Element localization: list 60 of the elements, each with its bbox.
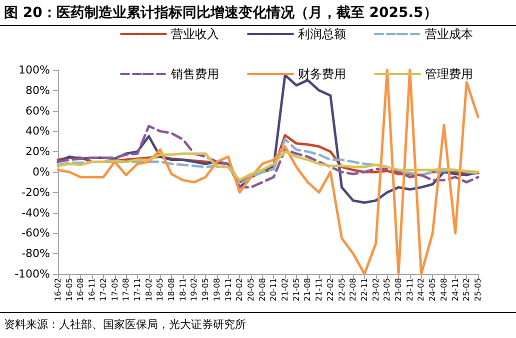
legend-label: 管理费用 (425, 67, 473, 81)
x-tick-label: 19-11 (224, 278, 233, 302)
x-tick-label: 17-02 (98, 278, 108, 302)
x-tick-label: 21-02 (280, 278, 290, 302)
x-tick-label: 22-05 (337, 278, 346, 302)
x-tick-label: 19-08 (212, 278, 222, 302)
legend-label: 销售费用 (170, 67, 219, 81)
x-tick-label: 23-02 (371, 278, 380, 302)
x-tick-label: 16-02 (54, 278, 62, 302)
x-tick-label: 16-11 (88, 278, 97, 302)
x-tick-label: 24-02 (416, 278, 426, 302)
x-tick-label: 20-11 (269, 278, 278, 302)
y-tick-label: 40% (26, 124, 50, 138)
y-tick-label: -80% (22, 247, 50, 260)
x-tick-label: 18-08 (167, 278, 176, 302)
y-tick-label: 0% (32, 166, 50, 178)
x-tick-label: 21-05 (292, 278, 301, 302)
x-tick-label: 17-11 (132, 278, 142, 302)
x-tick-label: 18-11 (178, 278, 188, 302)
x-tick-label: 24-08 (439, 278, 448, 302)
x-tick-label: 25-02 (462, 278, 472, 302)
line-series (56, 68, 480, 276)
legend-label: 财务费用 (298, 67, 346, 81)
x-tick-label: 20-05 (246, 278, 256, 302)
x-tick-label: 19-05 (201, 278, 210, 302)
y-tick-label: -100% (14, 268, 50, 280)
x-tick-label: 25-05 (474, 278, 482, 302)
x-tick-label: 20-02 (235, 278, 244, 302)
legend-label: 营业成本 (425, 27, 473, 41)
x-tick-label: 17-08 (122, 278, 131, 302)
x-tick-label: 23-11 (405, 278, 414, 302)
text: 资料来源：人社部、国家医保局，光大证券研究所 (4, 318, 246, 331)
x-tick-label: 21-11 (314, 278, 324, 302)
y-tick-label: -60% (22, 226, 50, 240)
x-tick-label: 18-05 (156, 278, 165, 302)
y-tick-label: 60% (26, 104, 50, 118)
chart-title: 图 20：医药制造业累计指标同比增速变化情况（月，截至 2025.5） (0, 0, 516, 26)
x-tick-label: 16-08 (76, 278, 86, 302)
legend-label: 利润总额 (298, 27, 346, 41)
y-tick-label: 100% (18, 64, 50, 76)
x-tick-label: 22-02 (326, 278, 335, 302)
x-tick-label: 23-05 (382, 278, 392, 302)
x-tick-label: 24-05 (428, 278, 438, 302)
x-tick-label: 21-08 (303, 278, 312, 302)
x-tick-label: 23-08 (394, 278, 404, 302)
y-tick-label: 80% (26, 84, 50, 97)
x-tick-label: 19-02 (190, 278, 199, 302)
x-tick-label: 24-11 (450, 278, 460, 302)
line-series (56, 124, 480, 189)
line-series (56, 150, 480, 182)
x-tick-label: 18-02 (144, 278, 154, 302)
x-tick-label: 22-11 (360, 278, 369, 302)
x-tick-label: 20-08 (258, 278, 267, 302)
y-tick-label: 20% (26, 145, 50, 158)
x-tick-label: 22-08 (348, 278, 358, 302)
x-tick-label: 17-05 (110, 278, 120, 302)
x-tick-label: 16-05 (64, 278, 74, 302)
y-tick-label: -20% (22, 186, 50, 199)
y-tick-label: -40% (22, 206, 50, 220)
legend-label: 营业收入 (171, 27, 219, 41)
